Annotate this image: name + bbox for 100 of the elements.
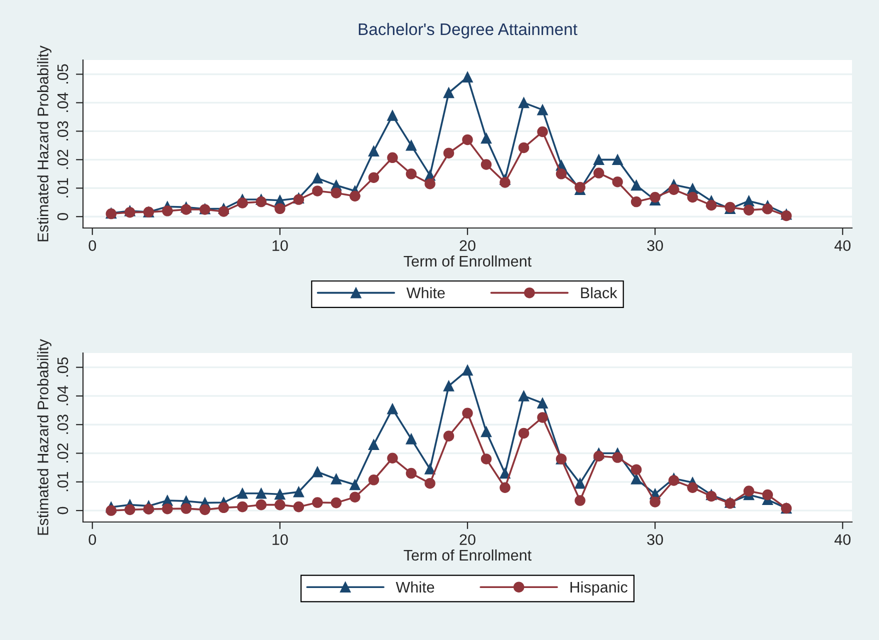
point xyxy=(162,503,173,514)
point xyxy=(350,190,360,202)
y-tick-label: 0 xyxy=(57,506,68,514)
point xyxy=(443,148,454,158)
legend-label: White xyxy=(406,287,445,298)
point xyxy=(480,454,492,464)
point xyxy=(743,204,754,216)
point xyxy=(406,168,417,180)
point xyxy=(406,434,417,444)
point xyxy=(668,184,680,195)
point xyxy=(293,486,304,498)
y-tick-label: .03 xyxy=(57,414,68,434)
point xyxy=(387,452,398,464)
point xyxy=(480,426,492,438)
point xyxy=(387,110,398,121)
x-axis-title: Term of Enrollment xyxy=(404,255,532,267)
point xyxy=(350,492,360,502)
point xyxy=(537,398,548,409)
y-tick-label: .02 xyxy=(57,443,68,462)
point xyxy=(762,204,773,214)
point xyxy=(218,502,230,514)
point xyxy=(368,439,380,450)
point xyxy=(612,154,623,166)
x-tick-label: 30 xyxy=(647,240,663,252)
x-tick-label: 0 xyxy=(88,240,96,252)
point xyxy=(387,403,398,414)
point xyxy=(330,497,342,508)
point xyxy=(312,172,323,184)
y-tick-label: .04 xyxy=(57,92,68,112)
point xyxy=(630,474,642,484)
point xyxy=(312,497,323,508)
point xyxy=(237,488,248,499)
point xyxy=(387,152,398,164)
point xyxy=(237,198,248,208)
chart-title: Bachelor's Degree Attainment xyxy=(358,22,578,38)
point xyxy=(687,482,698,494)
point xyxy=(424,464,436,474)
point xyxy=(368,474,380,486)
point xyxy=(630,196,642,208)
point xyxy=(650,496,660,508)
point xyxy=(312,186,323,196)
point xyxy=(518,142,530,154)
point xyxy=(256,499,267,510)
point xyxy=(518,97,530,108)
point xyxy=(256,196,267,208)
point xyxy=(218,206,230,217)
point xyxy=(406,140,417,151)
point xyxy=(706,200,717,211)
point xyxy=(200,504,210,516)
point xyxy=(687,192,698,203)
point xyxy=(500,482,510,494)
y-axis-title: Estimated Hazard Probability xyxy=(37,339,52,535)
point xyxy=(593,168,604,178)
x-tick-label: 40 xyxy=(834,240,851,252)
point xyxy=(518,390,530,402)
point xyxy=(556,168,567,180)
point xyxy=(443,87,454,98)
point xyxy=(180,204,192,215)
point xyxy=(443,380,454,392)
point xyxy=(500,177,510,188)
point xyxy=(274,488,286,500)
point xyxy=(350,479,360,490)
point xyxy=(574,478,586,489)
point xyxy=(537,412,548,423)
point xyxy=(537,126,548,138)
point xyxy=(330,474,342,484)
point xyxy=(612,452,623,463)
point xyxy=(537,104,548,116)
point xyxy=(762,489,773,500)
point xyxy=(593,154,604,166)
point xyxy=(143,504,154,514)
point xyxy=(462,72,473,82)
x-tick-label: 20 xyxy=(460,534,476,546)
point xyxy=(743,196,754,206)
legend-label: Black xyxy=(581,287,618,298)
y-tick-label: .05 xyxy=(57,64,68,84)
point xyxy=(368,146,380,156)
point xyxy=(274,499,286,510)
point xyxy=(424,478,436,489)
x-axis-title: Term of Enrollment xyxy=(404,549,532,561)
x-tick-label: 0 xyxy=(88,534,96,546)
y-tick-label: .01 xyxy=(57,472,68,492)
point xyxy=(293,501,304,512)
x-tick-label: 20 xyxy=(460,240,476,252)
point xyxy=(330,188,342,198)
legend-label: Hispanic xyxy=(570,581,628,596)
y-tick-label: .02 xyxy=(57,150,68,169)
point xyxy=(630,464,642,475)
point xyxy=(480,132,492,144)
point xyxy=(406,468,417,479)
x-tick-label: 40 xyxy=(834,534,851,546)
point xyxy=(462,364,473,376)
point xyxy=(574,495,586,506)
point xyxy=(630,180,642,191)
y-tick-label: .01 xyxy=(57,178,68,198)
point xyxy=(312,466,323,478)
point xyxy=(743,486,754,496)
point xyxy=(480,159,492,170)
point xyxy=(274,203,286,214)
point xyxy=(668,475,680,486)
